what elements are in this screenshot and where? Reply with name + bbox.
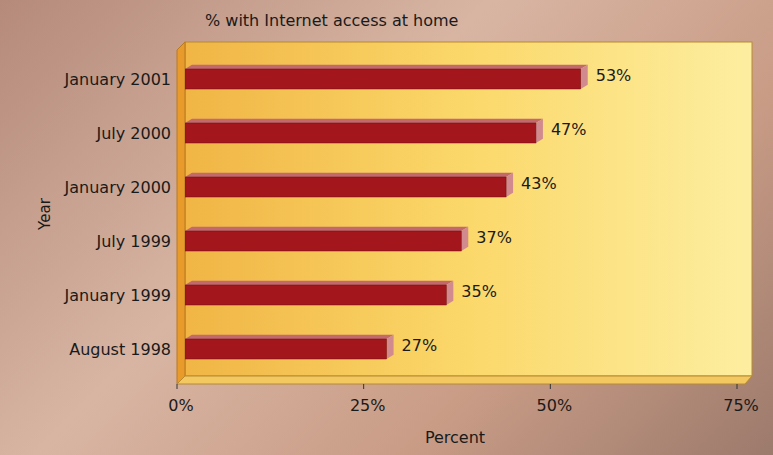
tick-label: 0% xyxy=(168,396,193,415)
bar-top xyxy=(185,65,588,69)
category-label: July 1999 xyxy=(95,232,171,251)
data-label: 47% xyxy=(551,120,587,139)
bar-top xyxy=(185,281,453,285)
data-label: 37% xyxy=(476,228,512,247)
category-label: January 1999 xyxy=(64,286,171,305)
bar-top xyxy=(185,227,468,231)
bar xyxy=(185,231,461,251)
bar xyxy=(185,339,387,359)
x-axis-title: Percent xyxy=(425,428,485,447)
tick-mark xyxy=(177,384,178,389)
title: % with Internet access at home xyxy=(205,11,458,30)
bar-end xyxy=(446,281,453,305)
plot-area xyxy=(185,42,752,376)
bar xyxy=(185,69,581,89)
data-label: 35% xyxy=(461,282,497,301)
chart: 0% 25% 50% 75% 53% 47% 43% 37% 35% 27% January 200… xyxy=(0,0,773,455)
bar xyxy=(185,177,506,197)
bar-top xyxy=(185,119,543,123)
bar xyxy=(185,123,536,143)
y-axis-title: Year xyxy=(36,197,54,231)
bar xyxy=(185,285,446,305)
tick-label: 75% xyxy=(723,396,759,415)
tick-mark xyxy=(363,384,364,389)
tick-mark xyxy=(737,384,738,389)
tick-mark xyxy=(550,384,551,389)
bar-top xyxy=(185,335,394,339)
category-label: August 1998 xyxy=(69,340,171,359)
bar-top xyxy=(185,173,513,177)
data-label: 27% xyxy=(402,336,438,355)
category-label: July 2000 xyxy=(95,124,171,143)
bar-end xyxy=(536,119,543,143)
left-wall xyxy=(177,42,185,384)
category-label: January 2000 xyxy=(64,178,171,197)
data-label: 43% xyxy=(521,174,557,193)
bars xyxy=(185,65,588,359)
bar-end xyxy=(387,335,394,359)
category-label: January 2001 xyxy=(64,70,171,89)
tick-label: 25% xyxy=(350,396,386,415)
data-label: 53% xyxy=(596,66,632,85)
floor xyxy=(177,376,752,384)
bar-end xyxy=(506,173,513,197)
bar-end xyxy=(461,227,468,251)
tick-label: 50% xyxy=(537,396,573,415)
bar-end xyxy=(581,65,588,89)
